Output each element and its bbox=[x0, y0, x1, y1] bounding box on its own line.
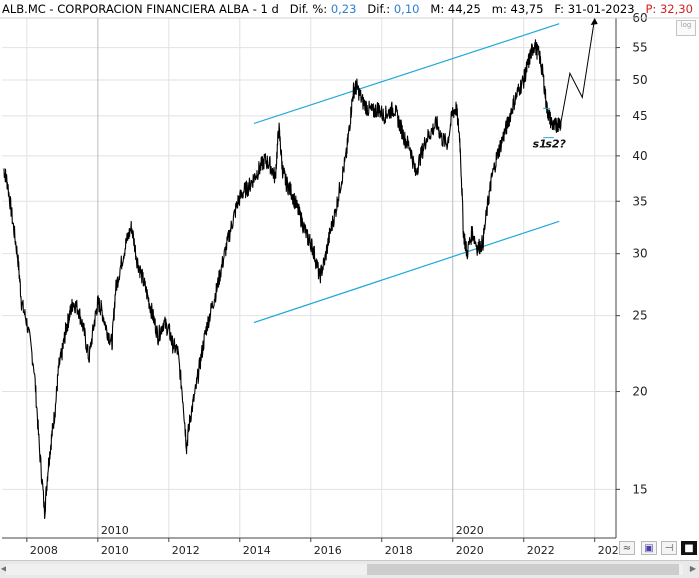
min-value: 43,75 bbox=[510, 2, 544, 16]
y-tick-label: 25 bbox=[632, 309, 647, 323]
trend-channel bbox=[253, 23, 560, 324]
y-tick-label: 35 bbox=[632, 194, 647, 208]
x-major-label: 2020 bbox=[456, 524, 484, 537]
log-scale-badge[interactable]: log bbox=[676, 20, 696, 36]
y-tick-label: 15 bbox=[632, 482, 647, 496]
y-tick-label: 50 bbox=[632, 73, 647, 87]
channel-upper-line bbox=[253, 23, 560, 125]
projection-path bbox=[560, 17, 598, 122]
max-label: M: bbox=[430, 2, 445, 16]
price-label: P: bbox=[645, 2, 657, 16]
projection-arrow bbox=[590, 18, 598, 25]
pin-icon[interactable]: ⊣ bbox=[661, 541, 677, 555]
channel-lower-line bbox=[253, 220, 560, 324]
price-line bbox=[3, 39, 562, 520]
y-tick-label: 30 bbox=[632, 247, 647, 261]
timeframe-label: 1 d bbox=[260, 2, 279, 16]
dif-pct-value: 0,23 bbox=[330, 2, 357, 16]
x-tick-label: 2014 bbox=[243, 544, 271, 557]
x-major-label: 2010 bbox=[101, 524, 129, 537]
wave-icon[interactable]: ≈ bbox=[619, 541, 635, 555]
date-label: F: bbox=[554, 2, 565, 16]
x-tick-label: 2018 bbox=[385, 544, 413, 557]
dif-pct-label: Dif. %: bbox=[289, 2, 328, 16]
dif-label: Dif.: bbox=[367, 2, 391, 16]
dif-value: 0,10 bbox=[393, 2, 420, 16]
x-tick-label: 2012 bbox=[172, 544, 200, 557]
x-tick-label: 2020 bbox=[456, 544, 484, 557]
price-value: 32,30 bbox=[659, 2, 693, 16]
grid bbox=[2, 17, 616, 538]
fullscreen-icon[interactable]: ■ bbox=[681, 541, 697, 555]
x-tick-label: 2010 bbox=[101, 544, 129, 557]
projection-line bbox=[560, 17, 596, 122]
x-tick-label: 2016 bbox=[314, 544, 342, 557]
ticker-title: ALB.MC - CORPORACION FINANCIERA ALBA bbox=[2, 2, 250, 16]
min-label: m: bbox=[491, 2, 507, 16]
scroll-left-icon[interactable]: ◀ bbox=[0, 564, 8, 573]
y-tick-label: 20 bbox=[632, 385, 647, 399]
x-tick-label: 2008 bbox=[30, 544, 58, 557]
save-icon[interactable]: ▣ bbox=[641, 541, 657, 555]
annotation-label: s1 bbox=[533, 137, 547, 150]
price-series bbox=[3, 39, 562, 520]
date-value: 31-01-2023 bbox=[567, 2, 635, 16]
chart-header: ALB.MC - CORPORACION FINANCIERA ALBA - 1… bbox=[2, 2, 693, 16]
max-value: 44,25 bbox=[447, 2, 481, 16]
scroll-thumb[interactable] bbox=[367, 564, 679, 575]
scroll-right-icon[interactable]: ▶ bbox=[689, 564, 697, 573]
scrollbar[interactable]: ◀ ▶ bbox=[0, 560, 699, 578]
scroll-track[interactable] bbox=[6, 564, 683, 575]
x-tick-label: 2024 bbox=[598, 544, 626, 557]
y-tick-label: 55 bbox=[632, 41, 647, 55]
y-tick-label: 45 bbox=[632, 109, 647, 123]
x-tick-label: 2022 bbox=[527, 544, 555, 557]
annotation-label: s2? bbox=[545, 137, 566, 150]
y-tick-label: 40 bbox=[632, 149, 647, 163]
